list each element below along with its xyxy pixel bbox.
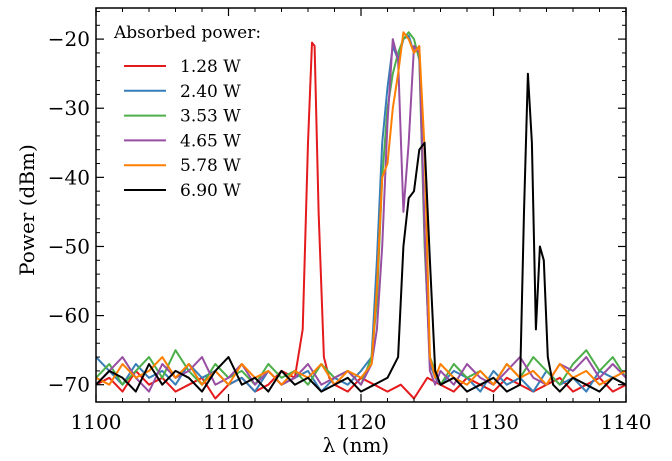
y-tick-label: −20 [48,27,90,51]
x-tick-label: 1140 [601,410,652,434]
legend-title: Absorbed power: [113,23,261,43]
x-axis-ticks: 1100 1110 1120 1130 1140 [71,8,652,434]
x-axis-title: λ (nm) [323,433,389,457]
series-line-6-90-w [96,72,626,393]
legend-label: 4.65 W [180,131,241,151]
y-tick-label: −70 [48,373,90,397]
y-tick-label: −50 [48,234,90,258]
y-axis-title: Power (dBm) [15,144,39,276]
legend: Absorbed power: 1.28 W 2.40 W 3.53 W 4.65 W… [113,23,261,201]
y-tick-label: −30 [48,96,90,120]
legend-label: 3.53 W [180,107,241,127]
x-tick-label: 1120 [336,410,387,434]
y-axis-ticks: −20 −30 −40 −50 −60 −70 [48,10,626,397]
x-tick-label: 1100 [71,410,122,434]
x-tick-label: 1130 [468,410,519,434]
legend-label: 5.78 W [180,156,241,176]
plot-area [96,31,626,400]
plot-frame [95,7,627,403]
y-tick-label: −60 [48,304,90,328]
y-tick-label: −40 [48,165,90,189]
legend-label: 2.40 W [180,82,241,102]
x-tick-label: 1110 [203,410,254,434]
legend-label: 6.90 W [180,181,241,201]
legend-label: 1.28 W [180,57,241,77]
